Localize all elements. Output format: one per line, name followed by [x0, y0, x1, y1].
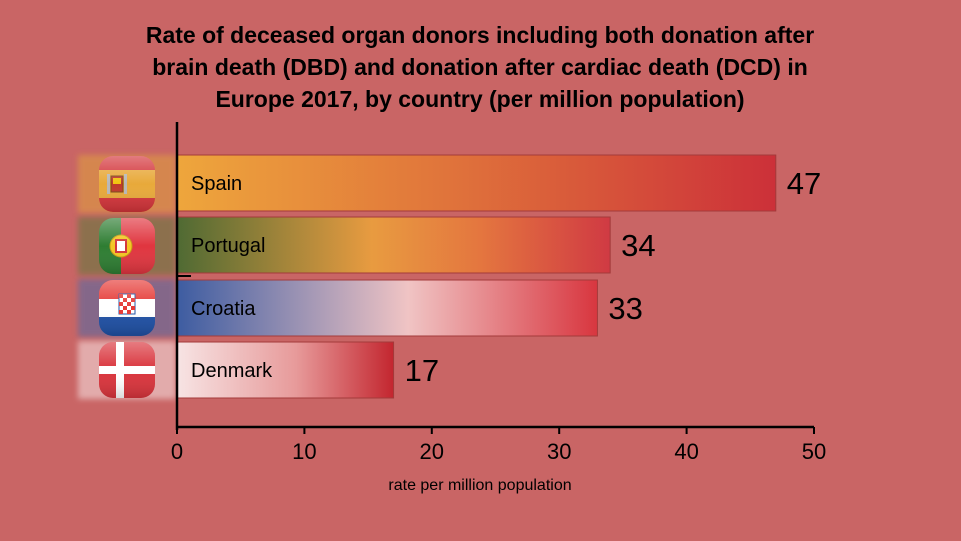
portugal-flag-icon — [78, 217, 176, 275]
value-label-denmark: 17 — [405, 353, 439, 388]
bar-label-portugal: Portugal — [191, 235, 266, 257]
x-axis-label: rate per million population — [388, 477, 571, 494]
bar-label-croatia: Croatia — [191, 298, 256, 320]
x-tick-label-0: 0 — [171, 439, 183, 464]
x-axis-ticks: 0 10 20 30 40 50 — [171, 427, 826, 464]
bar-label-denmark: Denmark — [191, 360, 273, 382]
chart-title-line-3: Europe 2017, by country (per million pop… — [215, 86, 744, 112]
chart-title-line-2: brain death (DBD) and donation after car… — [152, 54, 808, 80]
value-label-spain: 47 — [787, 166, 821, 201]
x-tick-label-50: 50 — [802, 439, 826, 464]
chart-title: Rate of deceased organ donors including … — [146, 22, 814, 112]
x-tick-label-30: 30 — [547, 439, 571, 464]
value-label-portugal: 34 — [621, 228, 655, 263]
spain-flag-icon — [78, 155, 176, 213]
flag-column — [78, 155, 176, 399]
denmark-flag-icon — [78, 341, 176, 399]
x-tick-label-20: 20 — [420, 439, 444, 464]
value-label-croatia: 33 — [608, 291, 642, 326]
chart-title-line-1: Rate of deceased organ donors including … — [146, 22, 814, 48]
bar-spain — [177, 155, 776, 211]
bars-layer: Spain 47 Portugal 34 Croatia 33 Denmark 17 — [177, 155, 821, 398]
x-tick-label-40: 40 — [674, 439, 698, 464]
croatia-flag-icon — [78, 279, 176, 337]
bar-label-spain: Spain — [191, 173, 242, 195]
x-tick-label-10: 10 — [292, 439, 316, 464]
